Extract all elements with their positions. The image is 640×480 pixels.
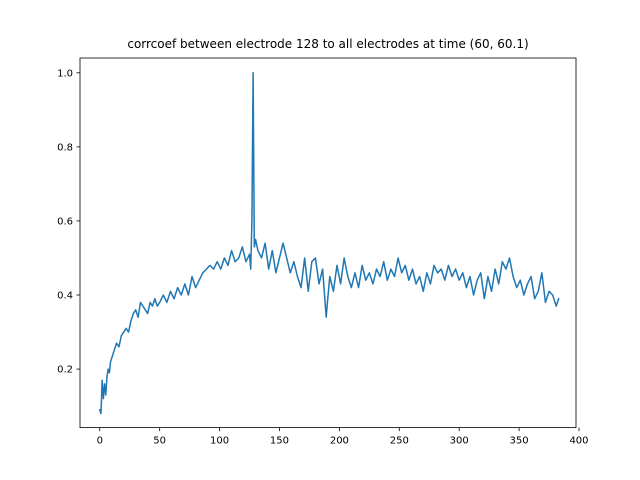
x-tick-label: 300 bbox=[450, 436, 469, 447]
y-tick-label: 0.4 bbox=[57, 291, 73, 302]
x-tick-label: 150 bbox=[270, 436, 289, 447]
y-axis: 0.2 0.4 0.6 0.8 1.0 bbox=[57, 68, 80, 376]
x-tick-label: 50 bbox=[153, 436, 166, 447]
axes-frame bbox=[79, 57, 577, 429]
y-tick-label: 0.2 bbox=[57, 365, 73, 376]
y-tick-label: 0.8 bbox=[57, 142, 73, 153]
plot-layer bbox=[98, 72, 560, 415]
x-tick-label: 100 bbox=[210, 436, 229, 447]
x-tick-label: 200 bbox=[330, 436, 349, 447]
x-tick-label: 350 bbox=[510, 436, 529, 447]
x-axis: 0 50 100 150 200 250 300 350 400 bbox=[97, 427, 589, 447]
x-tick-label: 250 bbox=[390, 436, 409, 447]
chart-title: corrcoef between electrode 128 to all el… bbox=[127, 37, 528, 51]
x-tick-label: 400 bbox=[569, 436, 588, 447]
x-tick-label: 0 bbox=[97, 436, 103, 447]
y-tick-label: 1.0 bbox=[57, 68, 73, 79]
y-tick-label: 0.6 bbox=[57, 217, 73, 228]
series-line-0 bbox=[98, 72, 560, 415]
